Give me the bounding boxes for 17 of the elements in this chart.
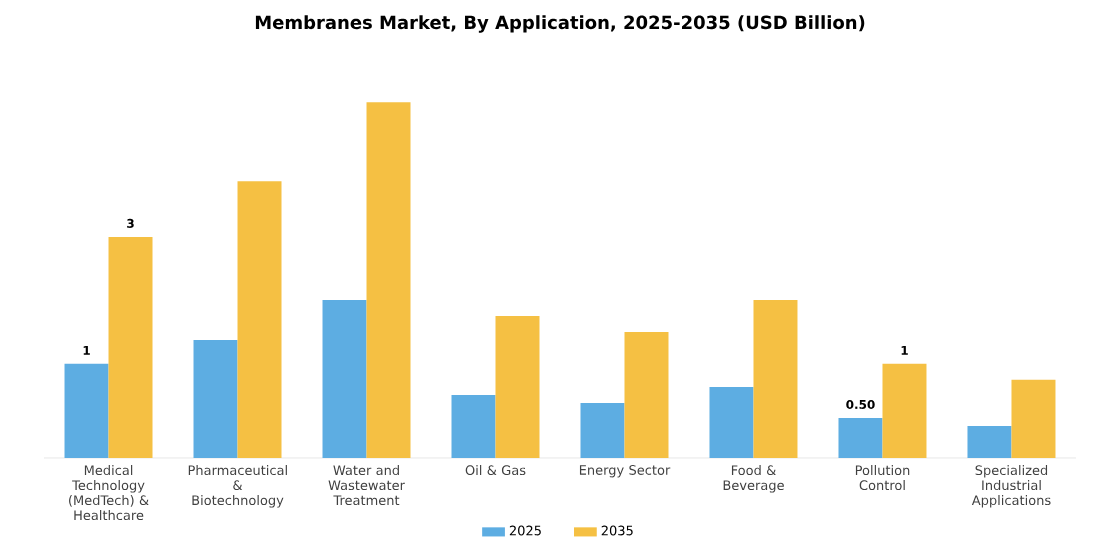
bar — [624, 331, 669, 458]
bar — [882, 363, 927, 458]
bar — [967, 426, 1012, 458]
bar — [709, 386, 754, 458]
chart-title: Membranes Market, By Application, 2025-2035 (USD Billion) — [255, 15, 865, 33]
bar — [237, 181, 282, 458]
bar — [366, 102, 411, 458]
bar — [64, 363, 109, 458]
bar — [838, 418, 883, 458]
bar — [495, 315, 540, 458]
bar — [451, 394, 496, 458]
bar — [193, 339, 238, 458]
bar — [322, 300, 367, 458]
bar — [1011, 379, 1056, 458]
bar — [108, 237, 153, 458]
bar — [753, 300, 798, 458]
bar — [580, 402, 625, 458]
